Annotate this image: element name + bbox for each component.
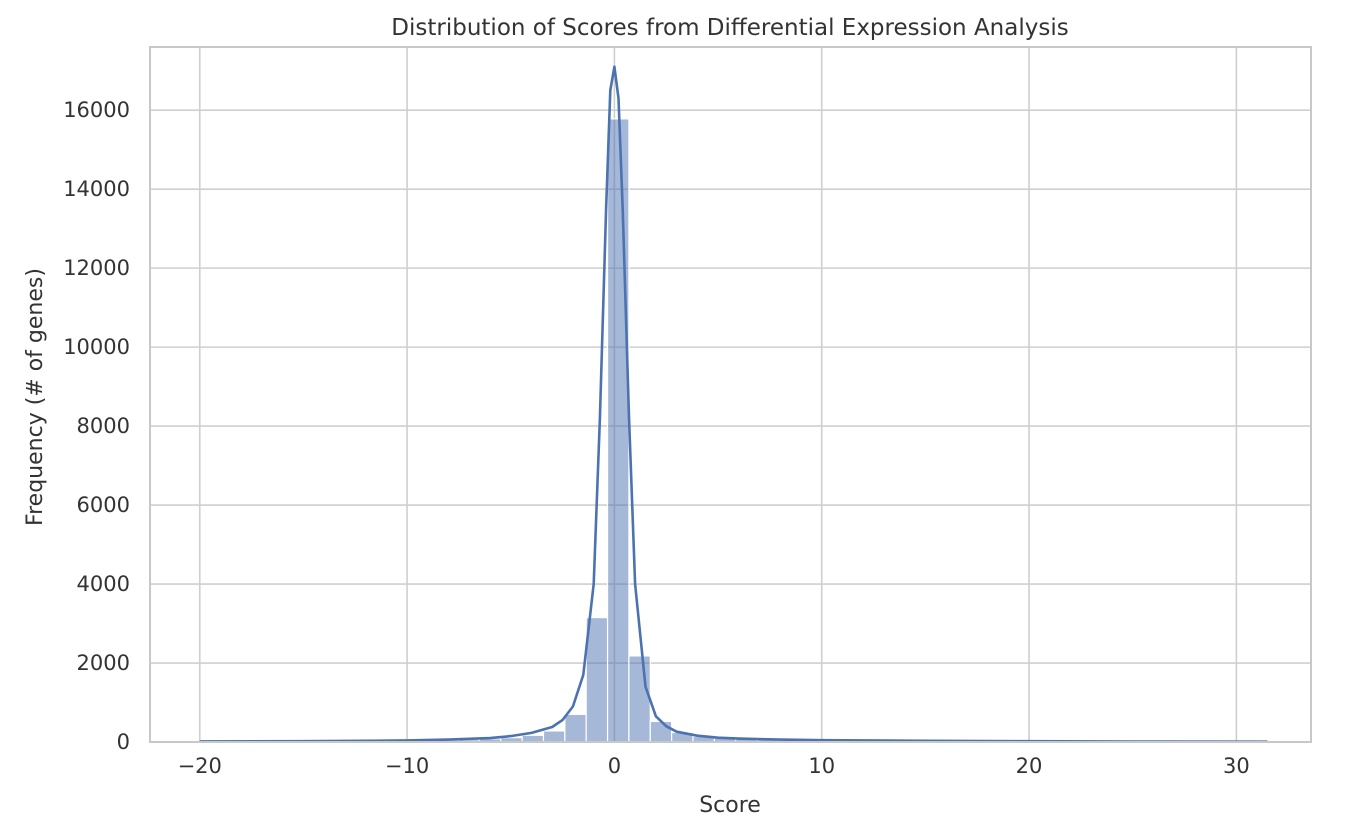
plot-area-frame bbox=[149, 46, 1312, 743]
y-tick-label: 2000 bbox=[77, 651, 130, 675]
y-axis-ticks: 0 2000 4000 6000 8000 10000 12000 14000 16000 bbox=[63, 98, 130, 754]
y-tick-label: 0 bbox=[117, 730, 130, 754]
x-tick-label: −20 bbox=[178, 754, 222, 778]
x-tick-label: −10 bbox=[385, 754, 429, 778]
x-tick-label: 30 bbox=[1223, 754, 1250, 778]
kde-layer bbox=[199, 65, 1268, 744]
grid-layer bbox=[150, 47, 1311, 743]
x-axis-ticks: −20 −10 0 10 20 30 bbox=[178, 754, 1250, 778]
chart-title: Distribution of Scores from Differential… bbox=[391, 15, 1068, 41]
y-tick-label: 16000 bbox=[63, 98, 130, 122]
y-tick-label: 8000 bbox=[77, 414, 130, 438]
y-tick-label: 14000 bbox=[63, 177, 130, 201]
x-axis-label: Score bbox=[699, 793, 761, 818]
histogram-bar bbox=[606, 118, 630, 743]
histogram-bar bbox=[564, 713, 587, 743]
bar-layer bbox=[201, 118, 1271, 743]
y-tick-label: 12000 bbox=[63, 256, 130, 280]
y-tick-label: 10000 bbox=[63, 335, 130, 359]
x-tick-label: 20 bbox=[1016, 754, 1043, 778]
histogram-bar bbox=[585, 617, 609, 743]
histogram-bar bbox=[542, 730, 566, 743]
y-axis-label: Frequency (# of genes) bbox=[23, 268, 48, 526]
y-tick-label: 4000 bbox=[77, 572, 130, 596]
histogram-bar bbox=[521, 734, 545, 743]
histogram-bar bbox=[628, 655, 651, 743]
x-tick-label: 10 bbox=[808, 754, 835, 778]
kde-line bbox=[199, 65, 1268, 744]
histogram-bar bbox=[649, 720, 673, 743]
y-tick-label: 6000 bbox=[77, 493, 130, 517]
x-tick-label: 0 bbox=[608, 754, 621, 778]
